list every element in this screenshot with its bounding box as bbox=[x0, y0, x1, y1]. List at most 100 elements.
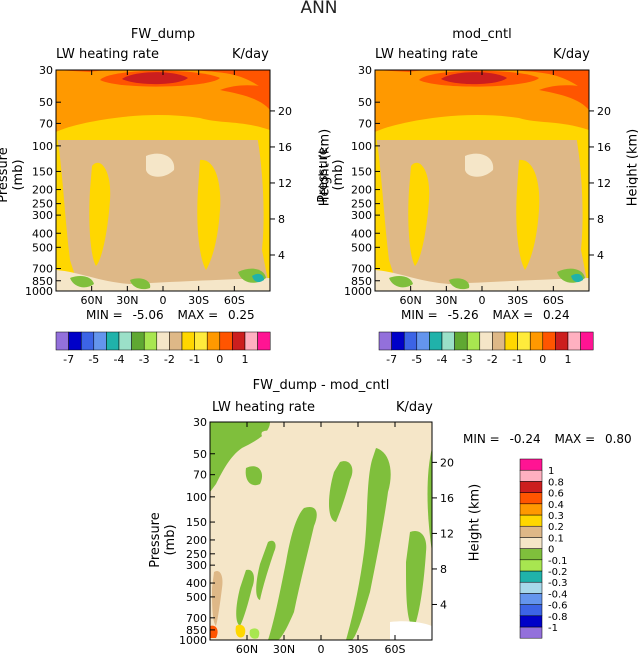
band-teal bbox=[571, 273, 583, 283]
colorbar-cell bbox=[479, 331, 493, 351]
colorbar-cell bbox=[232, 331, 246, 351]
band-yellow-left bbox=[375, 130, 399, 291]
colorbar-label: 0 bbox=[539, 353, 546, 366]
lat-tick-label: 30N bbox=[116, 294, 138, 307]
ylabel-height: Height (km) bbox=[625, 128, 638, 207]
lat-tick-label: 0 bbox=[479, 294, 486, 307]
colorbar-cell bbox=[519, 626, 543, 639]
min-label: MIN = bbox=[86, 308, 123, 322]
subtitle-left: LW heating rate bbox=[375, 47, 478, 62]
lat-tick-label: 60N bbox=[400, 294, 422, 307]
colorbar-label: -1 bbox=[548, 623, 558, 634]
colorbar-label: 1 bbox=[565, 353, 572, 366]
height-tick-label: 16 bbox=[440, 492, 454, 505]
pressure-tick-label: 300 bbox=[32, 209, 53, 222]
height-tick-label: 16 bbox=[597, 141, 611, 154]
band-yellow-mid-right bbox=[516, 159, 540, 270]
field-fw-dump bbox=[56, 70, 270, 291]
band-green-6 bbox=[256, 540, 276, 600]
subtitle-left: LW heating rate bbox=[56, 47, 159, 62]
stats-panel-1: MIN = -5.06 MAX = 0.25 bbox=[86, 308, 255, 322]
field-difference bbox=[210, 422, 432, 640]
colorbar-label: -0.3 bbox=[548, 578, 568, 589]
colorbar-cell bbox=[517, 331, 531, 351]
height-tick-label: 12 bbox=[440, 527, 454, 540]
min-value: -5.26 bbox=[447, 308, 479, 322]
colorbar-label: -0.1 bbox=[548, 556, 568, 567]
colorbar-cell bbox=[206, 331, 221, 351]
colorbar-cell bbox=[391, 331, 405, 351]
band-green-9 bbox=[427, 448, 432, 552]
height-tick-label: 16 bbox=[278, 141, 292, 154]
band-red-orange bbox=[56, 70, 270, 94]
band-dark-red bbox=[441, 72, 507, 85]
band-red-orange-right bbox=[220, 85, 270, 110]
colorbar-label: -7 bbox=[63, 353, 74, 366]
band-yellow-mid-left bbox=[89, 162, 111, 266]
pressure-tick-label: 70 bbox=[39, 117, 53, 130]
colorbar-cell bbox=[181, 331, 195, 351]
subtitle-left: LW heating rate bbox=[212, 400, 315, 415]
lat-tick-label: 30N bbox=[273, 643, 295, 656]
colorbar-cell bbox=[143, 331, 158, 351]
max-label: MAX = bbox=[177, 308, 219, 322]
panel-title-difference: FW_dump - mod_cntl bbox=[252, 378, 390, 393]
colorbar-label: -5 bbox=[411, 353, 422, 366]
colorbar-label: -0.8 bbox=[548, 612, 568, 623]
colorbar-left: -7 -5 -4 -3 -2 -1 0 1 bbox=[55, 331, 271, 366]
colorbar-label: -2 bbox=[164, 353, 175, 366]
colorbar-vertical: -1-0.8-0.6-0.4-0.3-0.2-0.100.10.20.30.40… bbox=[519, 458, 568, 639]
max-value: 0.24 bbox=[542, 308, 570, 322]
pressure-tick-label: 850 bbox=[351, 275, 372, 288]
band-green-1 bbox=[70, 276, 94, 288]
colorbar-cell bbox=[403, 331, 418, 351]
pressure-tick-label: 30 bbox=[39, 64, 53, 77]
pressure-tick-label: 100 bbox=[186, 491, 207, 504]
pressure-tick-label: 1000 bbox=[344, 285, 372, 298]
colorbar-cell bbox=[519, 503, 543, 516]
pressure-tick-label: 150 bbox=[32, 165, 53, 178]
colorbar-label: -0.6 bbox=[548, 601, 568, 612]
colorbar-cell bbox=[466, 331, 481, 351]
ylabel-height: Height (km) bbox=[467, 483, 483, 562]
subtitle-right: K/day bbox=[553, 47, 590, 62]
colorbar-cell bbox=[118, 331, 132, 351]
band-teal bbox=[252, 273, 264, 283]
band-cream-patch bbox=[261, 430, 273, 439]
band-yellow bbox=[235, 624, 246, 638]
colorbar-label: 0 bbox=[216, 353, 223, 366]
colorbar-cell bbox=[244, 331, 258, 351]
max-value: 0.80 bbox=[604, 432, 632, 446]
colorbar-cell bbox=[454, 331, 468, 351]
colorbar-label: 1 bbox=[548, 466, 554, 477]
pressure-tick-label: 700 bbox=[32, 263, 53, 276]
colorbar-cell bbox=[257, 331, 271, 351]
height-tick-label: 4 bbox=[278, 249, 285, 262]
band-white bbox=[390, 621, 432, 640]
top-colorbars: -7 -5 -4 -3 -2 -1 0 1 -7 -5 -4 -3 -2 -1 0 1 bbox=[55, 331, 594, 366]
pressure-tick-label: 400 bbox=[186, 577, 207, 590]
band-yellow-mid-left bbox=[408, 162, 430, 266]
lat-tick-label: 30S bbox=[507, 294, 528, 307]
colorbar-label: 0 bbox=[548, 545, 554, 556]
band-green-2 bbox=[245, 466, 263, 486]
colorbar-label: -5 bbox=[88, 353, 99, 366]
colorbar-cell bbox=[519, 570, 543, 583]
pressure-tick-label: 200 bbox=[32, 184, 53, 197]
colorbar-cell bbox=[68, 331, 82, 351]
colorbar-cell bbox=[519, 548, 543, 561]
pressure-tick-label: 1000 bbox=[179, 634, 207, 647]
pressure-tick-label: 150 bbox=[186, 516, 207, 529]
panel-title-mod-cntl: mod_cntl bbox=[452, 27, 512, 42]
colorbar-label: 0.3 bbox=[548, 511, 564, 522]
band-red-orange bbox=[375, 70, 589, 94]
colorbar-cell bbox=[529, 331, 544, 351]
band-cream bbox=[146, 153, 175, 177]
pressure-tick-label: 30 bbox=[193, 416, 207, 429]
colorbar-cell bbox=[519, 559, 543, 572]
pressure-tick-label: 70 bbox=[358, 117, 372, 130]
band-yellow-right bbox=[575, 130, 589, 291]
